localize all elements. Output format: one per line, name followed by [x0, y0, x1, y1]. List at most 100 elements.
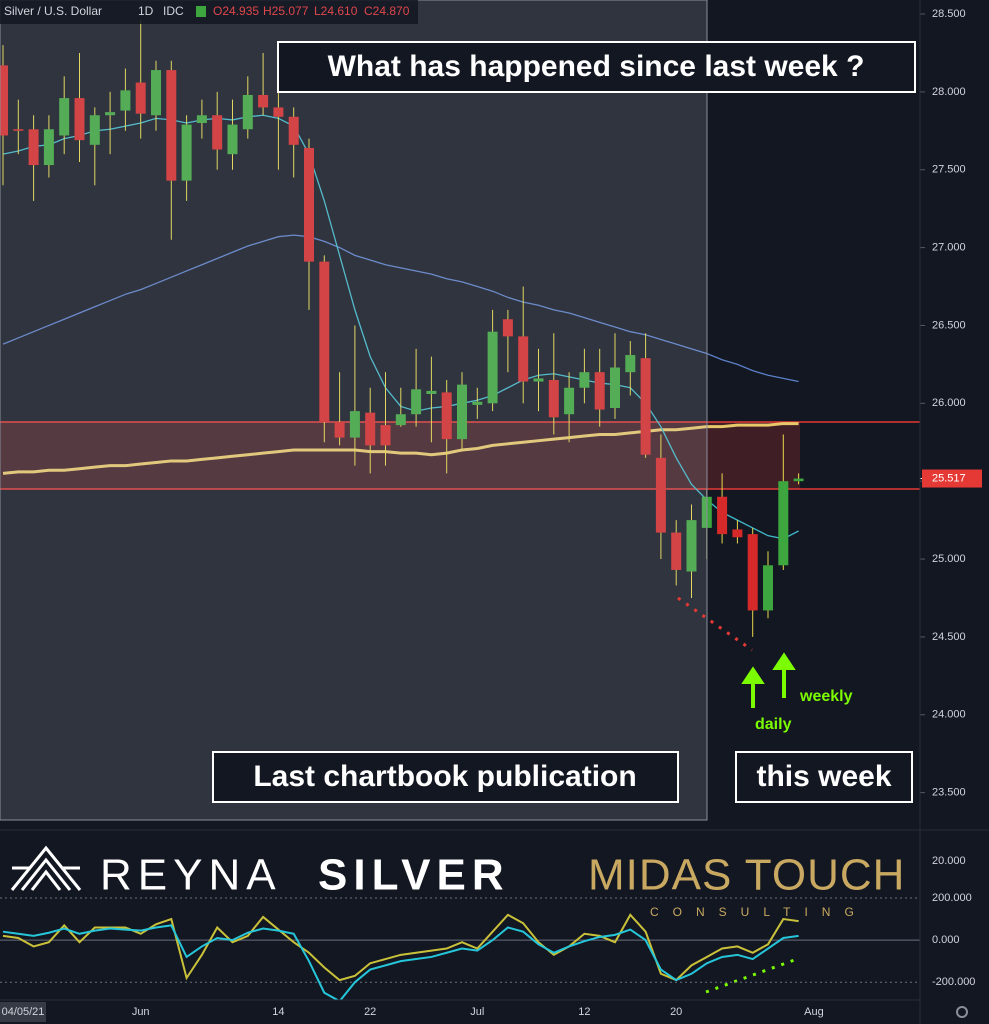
candle-body	[28, 129, 39, 166]
y-tick-label: 24.000	[932, 709, 966, 721]
candle-body	[227, 124, 238, 155]
candle-body	[671, 532, 682, 570]
candle-body	[487, 331, 498, 404]
symbol: Silver / U.S. Dollar	[4, 4, 102, 18]
candle-body	[273, 107, 284, 117]
y-tick-label: 24.500	[932, 631, 966, 643]
candle-body	[395, 414, 406, 426]
candle-body	[441, 392, 452, 440]
candle-body	[564, 387, 575, 415]
ohlc-low: L24.610	[314, 4, 358, 18]
pane-scale-label: 20.000	[932, 855, 966, 867]
candle-body	[411, 389, 422, 415]
candle-body	[548, 379, 559, 418]
y-tick-label: 27.000	[932, 242, 966, 254]
candle-body	[380, 425, 391, 446]
candle-body	[655, 457, 666, 533]
last-price-bg	[922, 469, 982, 488]
candle-body	[732, 529, 743, 538]
y-tick-label: 23.500	[932, 787, 966, 799]
x-tick-label: 20	[670, 1006, 682, 1018]
candle-body	[135, 82, 146, 114]
y-tick-label: 28.000	[932, 86, 966, 98]
candle-body	[533, 378, 544, 382]
candle-body	[349, 411, 360, 438]
y-tick-label: 28.500	[932, 8, 966, 20]
zone	[0, 422, 800, 489]
candle-body	[793, 478, 804, 482]
candle-body	[502, 319, 513, 337]
logo-text: CONSULTING	[650, 905, 868, 919]
ohlc-open: O24.935	[213, 4, 259, 18]
publication-period	[0, 0, 708, 821]
time-axis-bg	[0, 1000, 989, 1024]
candle-body	[212, 115, 223, 150]
x-tick-label: 22	[364, 1006, 376, 1018]
annotation-box	[277, 41, 916, 93]
annotation-box	[212, 751, 679, 803]
candle-body	[778, 481, 789, 566]
candle-body	[89, 115, 100, 145]
oscillator-line	[2, 924, 799, 1003]
candle-body	[74, 98, 85, 141]
interval: 1D	[138, 4, 154, 18]
status-icon	[196, 6, 206, 17]
candle-body	[518, 336, 529, 382]
moving-average	[2, 422, 799, 475]
candle-body	[59, 98, 70, 136]
candle-body	[625, 355, 636, 373]
y-tick-label: -200.000	[932, 976, 975, 988]
candle-body	[717, 496, 728, 535]
arrow	[772, 652, 796, 698]
logo-icon	[10, 845, 82, 891]
candle-body	[594, 372, 605, 410]
settings-icon[interactable]	[956, 1006, 968, 1018]
ohlc-high: H25.077	[263, 4, 309, 18]
candle-body	[686, 520, 697, 572]
logo-text: SILVER	[318, 851, 510, 900]
logo-text: MIDAS TOUCH	[588, 851, 905, 900]
x-tick-label: Jul	[470, 1006, 484, 1018]
candle-body	[258, 94, 269, 108]
ohlc-close: C24.870	[364, 4, 410, 18]
annotation: daily	[755, 716, 792, 733]
y-tick-label: 25.000	[932, 553, 966, 565]
candle-body	[365, 412, 376, 446]
candle-body	[288, 116, 299, 145]
candle-body	[304, 147, 314, 262]
y-tick-label: 26.000	[932, 397, 966, 409]
x-tick-label: 12	[578, 1006, 590, 1018]
candle-body	[763, 565, 773, 611]
candle-body	[105, 112, 116, 116]
oscillator-line	[2, 913, 799, 982]
y-tick-label: 26.500	[932, 319, 966, 331]
candle-body	[151, 70, 161, 116]
last-price: 25.517	[932, 472, 966, 484]
source: IDC	[163, 4, 184, 18]
y-tick-label: 200.000	[932, 892, 972, 904]
candle-body	[610, 367, 620, 408]
candle-body	[0, 65, 8, 136]
annotation: Last chartbook publication	[253, 760, 636, 793]
cursor-date: 04/05/21	[2, 1006, 45, 1018]
candle-body	[166, 70, 177, 181]
x-tick-label: 14	[272, 1006, 284, 1018]
candle-body	[457, 384, 467, 440]
cursor-date-bg	[0, 1002, 46, 1022]
candle-body	[472, 401, 483, 405]
candle-body	[579, 372, 590, 388]
moving-average	[2, 234, 799, 383]
x-tick-label: Aug	[804, 1006, 824, 1018]
header-bg	[0, 0, 418, 24]
candle-body	[640, 358, 651, 455]
candle-body	[120, 90, 131, 111]
annotation: this week	[756, 760, 891, 793]
y-tick-label: 0.000	[932, 934, 960, 946]
candle-body	[242, 94, 253, 130]
candle-body	[43, 129, 54, 166]
candle-body	[196, 115, 207, 124]
candle-body	[747, 534, 758, 611]
arrow	[741, 666, 765, 708]
